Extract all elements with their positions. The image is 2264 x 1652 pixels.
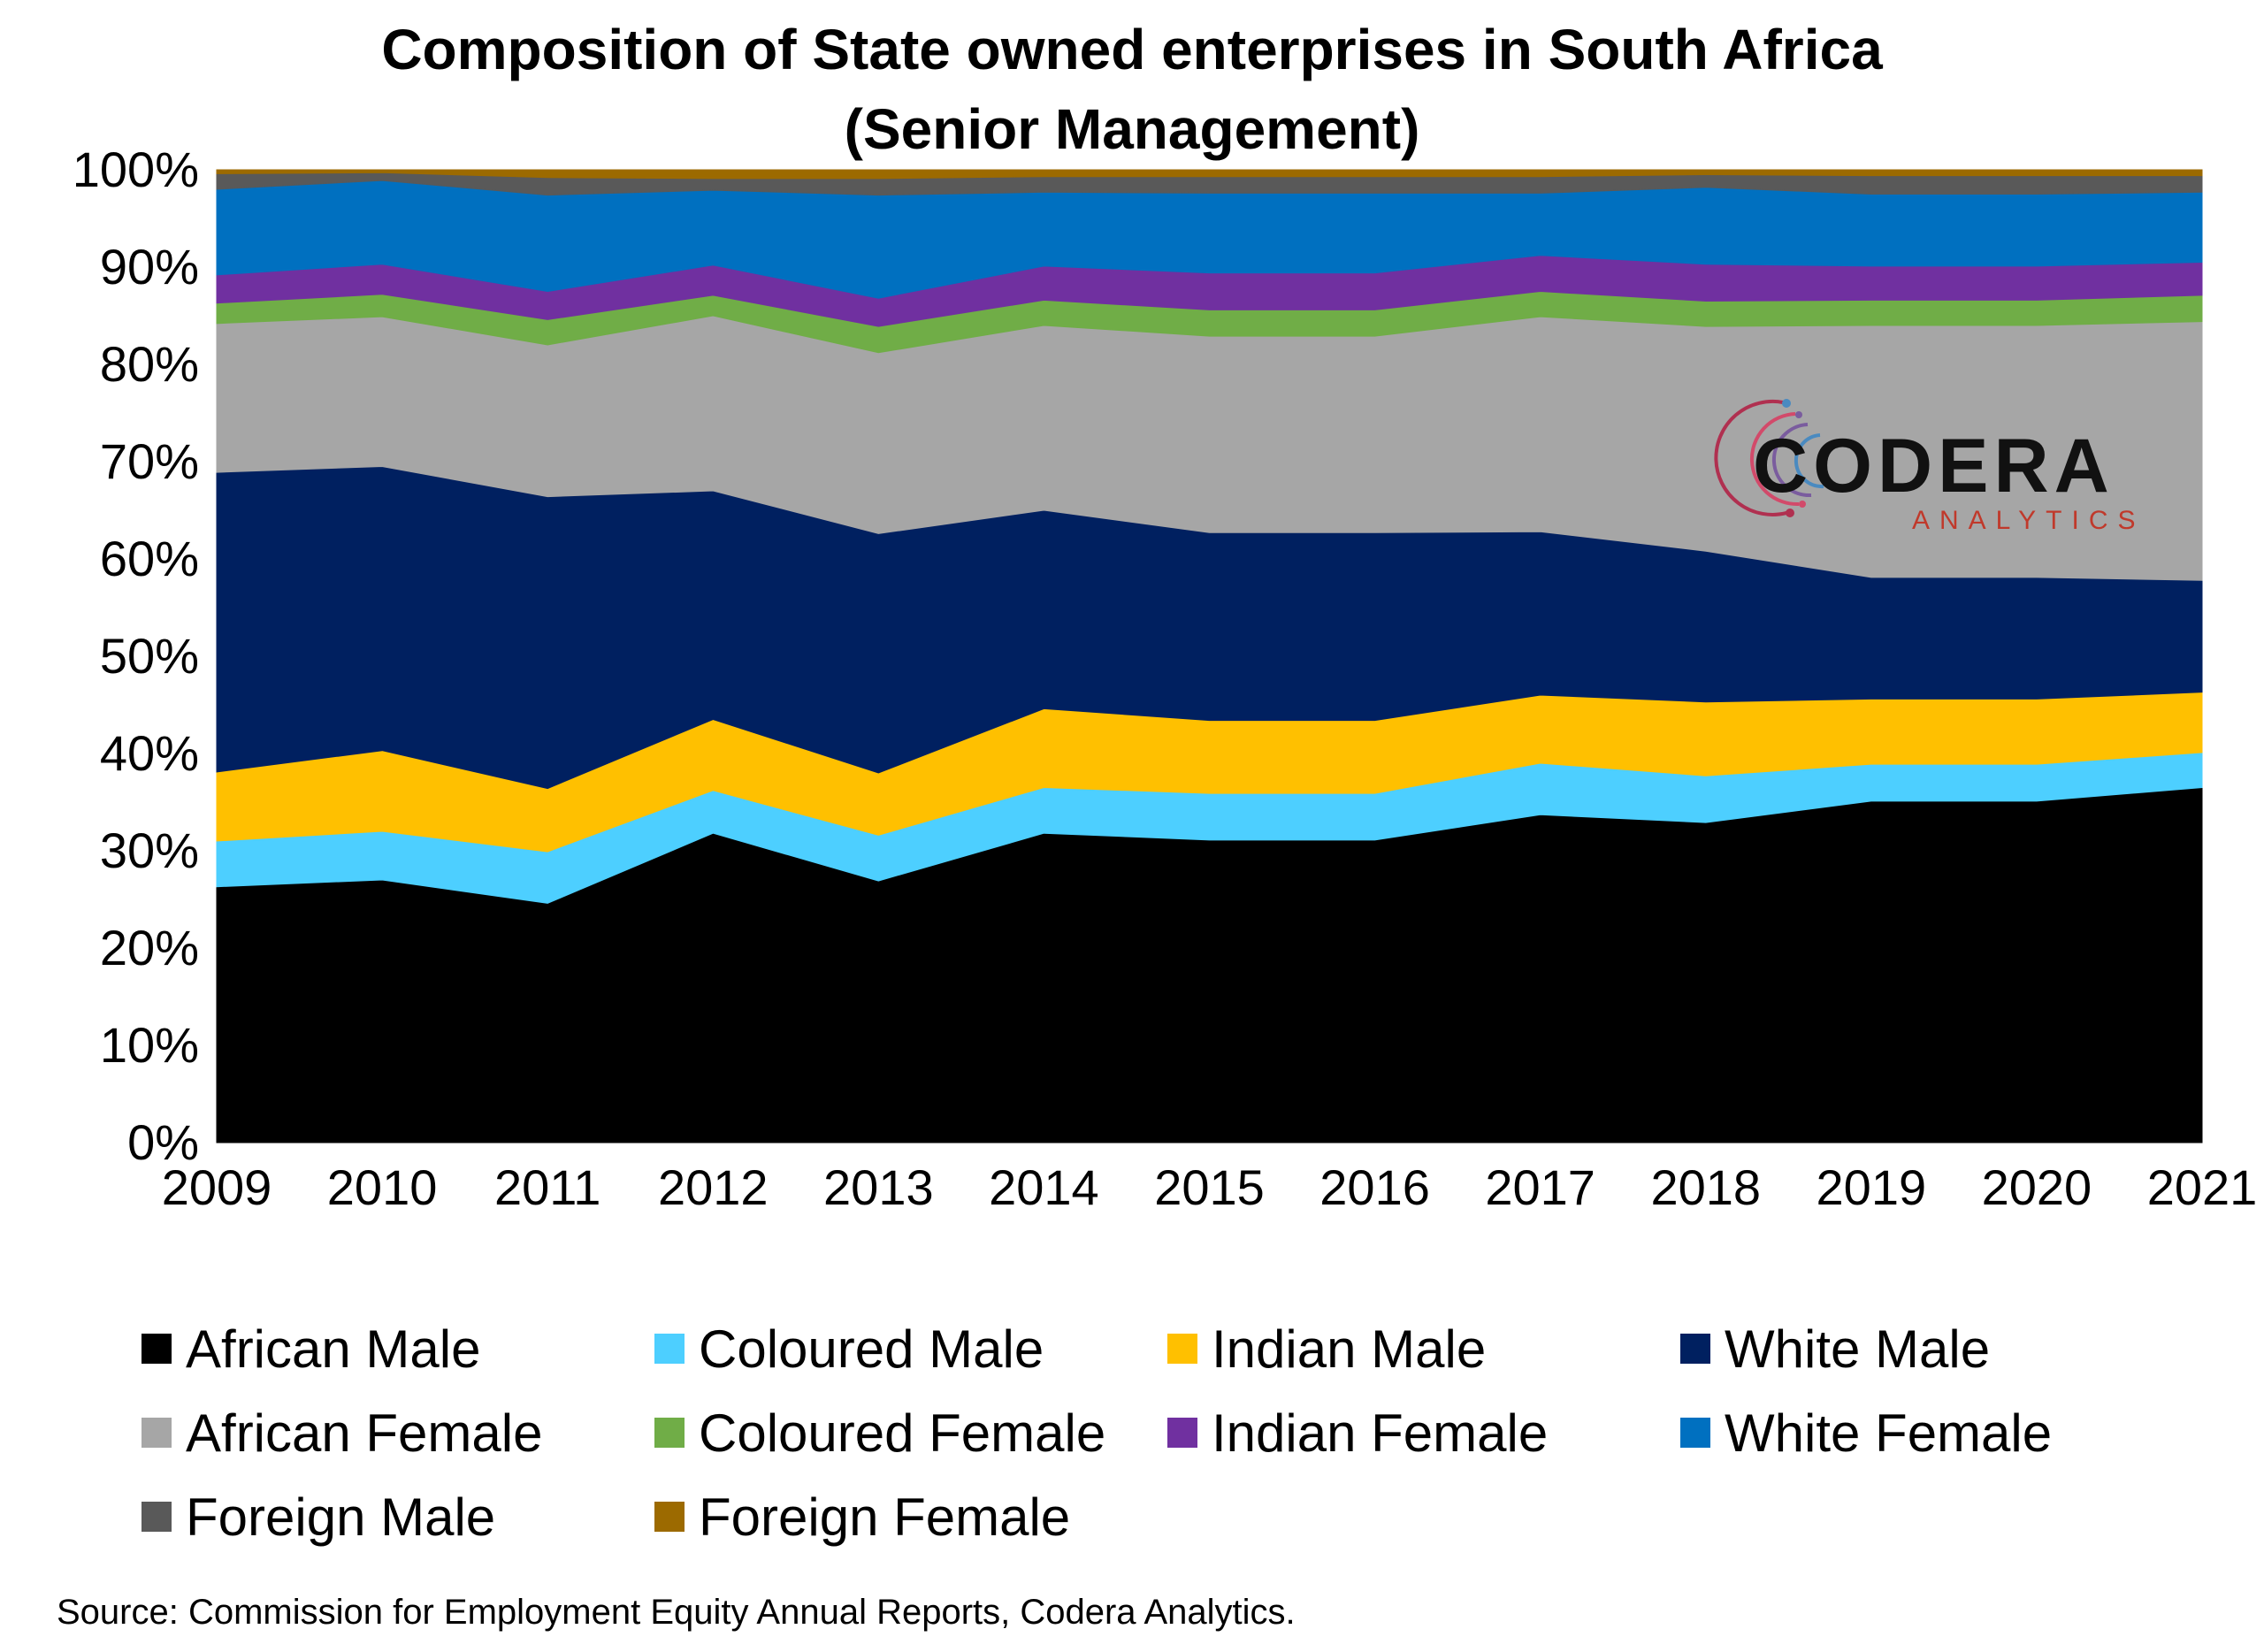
legend-item-african-male: African Male [142, 1319, 480, 1379]
y-tick-label: 40% [100, 725, 199, 781]
x-tick-label: 2009 [162, 1159, 272, 1215]
x-tick-label: 2014 [989, 1159, 1099, 1215]
legend-swatch [654, 1334, 685, 1364]
logo-emblem-icon [1714, 399, 1824, 517]
legend-item-coloured-male: Coloured Male [654, 1319, 1044, 1379]
x-tick-label: 2013 [823, 1159, 934, 1215]
x-axis: 2009 2010 2011 2012 2013 2014 2015 2016 2017 2018… [162, 1159, 2258, 1215]
chart-title: Composition of State owned enterprises i… [381, 18, 1883, 81]
area-series-group [216, 169, 2203, 1143]
legend-swatch [142, 1418, 172, 1448]
legend-item-indian-female: Indian Female [1167, 1403, 1548, 1463]
legend-label: Foreign Female [699, 1488, 1070, 1547]
logo-subname: ANALYTICS [1912, 506, 2145, 535]
legend-item-white-male: White Male [1680, 1319, 1990, 1379]
legend-swatch [142, 1334, 172, 1364]
legend-item-foreign-female: Foreign Female [654, 1488, 1070, 1547]
x-tick-label: 2012 [658, 1159, 769, 1215]
y-axis: 0% 10% 20% 30% 40% 50% 60% 70% 80% 90% 100% [73, 141, 199, 1170]
legend-swatch [142, 1502, 172, 1532]
legend-label: Indian Male [1212, 1319, 1486, 1379]
x-tick-label: 2018 [1650, 1159, 1761, 1215]
legend-swatch [654, 1418, 685, 1448]
x-tick-label: 2016 [1319, 1159, 1430, 1215]
y-tick-label: 90% [100, 239, 199, 294]
legend-swatch [1680, 1418, 1710, 1448]
legend-label: Foreign Male [186, 1488, 495, 1547]
legend: African Male Coloured Male Indian Male Whit… [142, 1319, 2052, 1547]
y-tick-label: 10% [100, 1017, 199, 1073]
area-foreign-female [216, 169, 2203, 180]
y-tick-label: 50% [100, 628, 199, 684]
x-tick-label: 2010 [327, 1159, 438, 1215]
y-tick-label: 0% [127, 1114, 199, 1170]
y-tick-label: 80% [100, 336, 199, 392]
y-tick-label: 20% [100, 920, 199, 975]
legend-label: Coloured Male [699, 1319, 1044, 1379]
x-tick-label: 2015 [1154, 1159, 1265, 1215]
y-tick-label: 60% [100, 531, 199, 586]
x-tick-label: 2011 [494, 1159, 600, 1215]
source-note: Source: Commission for Employment Equity… [57, 1593, 1296, 1632]
x-tick-label: 2021 [2147, 1159, 2258, 1215]
x-tick-label: 2017 [1485, 1159, 1595, 1215]
legend-swatch [1167, 1418, 1197, 1448]
y-tick-label: 30% [100, 822, 199, 878]
chart-subtitle: (Senior Management) [845, 97, 1420, 161]
legend-swatch [1680, 1334, 1710, 1364]
x-tick-label: 2020 [1982, 1159, 2092, 1215]
legend-label: African Male [186, 1319, 480, 1379]
x-tick-label: 2019 [1817, 1159, 1927, 1215]
codera-logo: CODERA ANALYTICS [1714, 399, 2145, 535]
legend-label: White Male [1725, 1319, 1990, 1379]
legend-item-coloured-female: Coloured Female [654, 1403, 1105, 1463]
legend-item-indian-male: Indian Male [1167, 1319, 1486, 1379]
logo-name: CODERA [1753, 424, 2115, 509]
legend-item-african-female: African Female [142, 1403, 542, 1463]
y-tick-label: 70% [100, 433, 199, 489]
legend-item-white-female: White Female [1680, 1403, 2052, 1463]
legend-label: White Female [1725, 1403, 2052, 1463]
legend-item-foreign-male: Foreign Male [142, 1488, 495, 1547]
legend-swatch [1167, 1334, 1197, 1364]
legend-label: Coloured Female [699, 1403, 1105, 1463]
legend-label: African Female [186, 1403, 542, 1463]
legend-label: Indian Female [1212, 1403, 1548, 1463]
y-tick-label: 100% [73, 141, 199, 197]
legend-swatch [654, 1502, 685, 1532]
